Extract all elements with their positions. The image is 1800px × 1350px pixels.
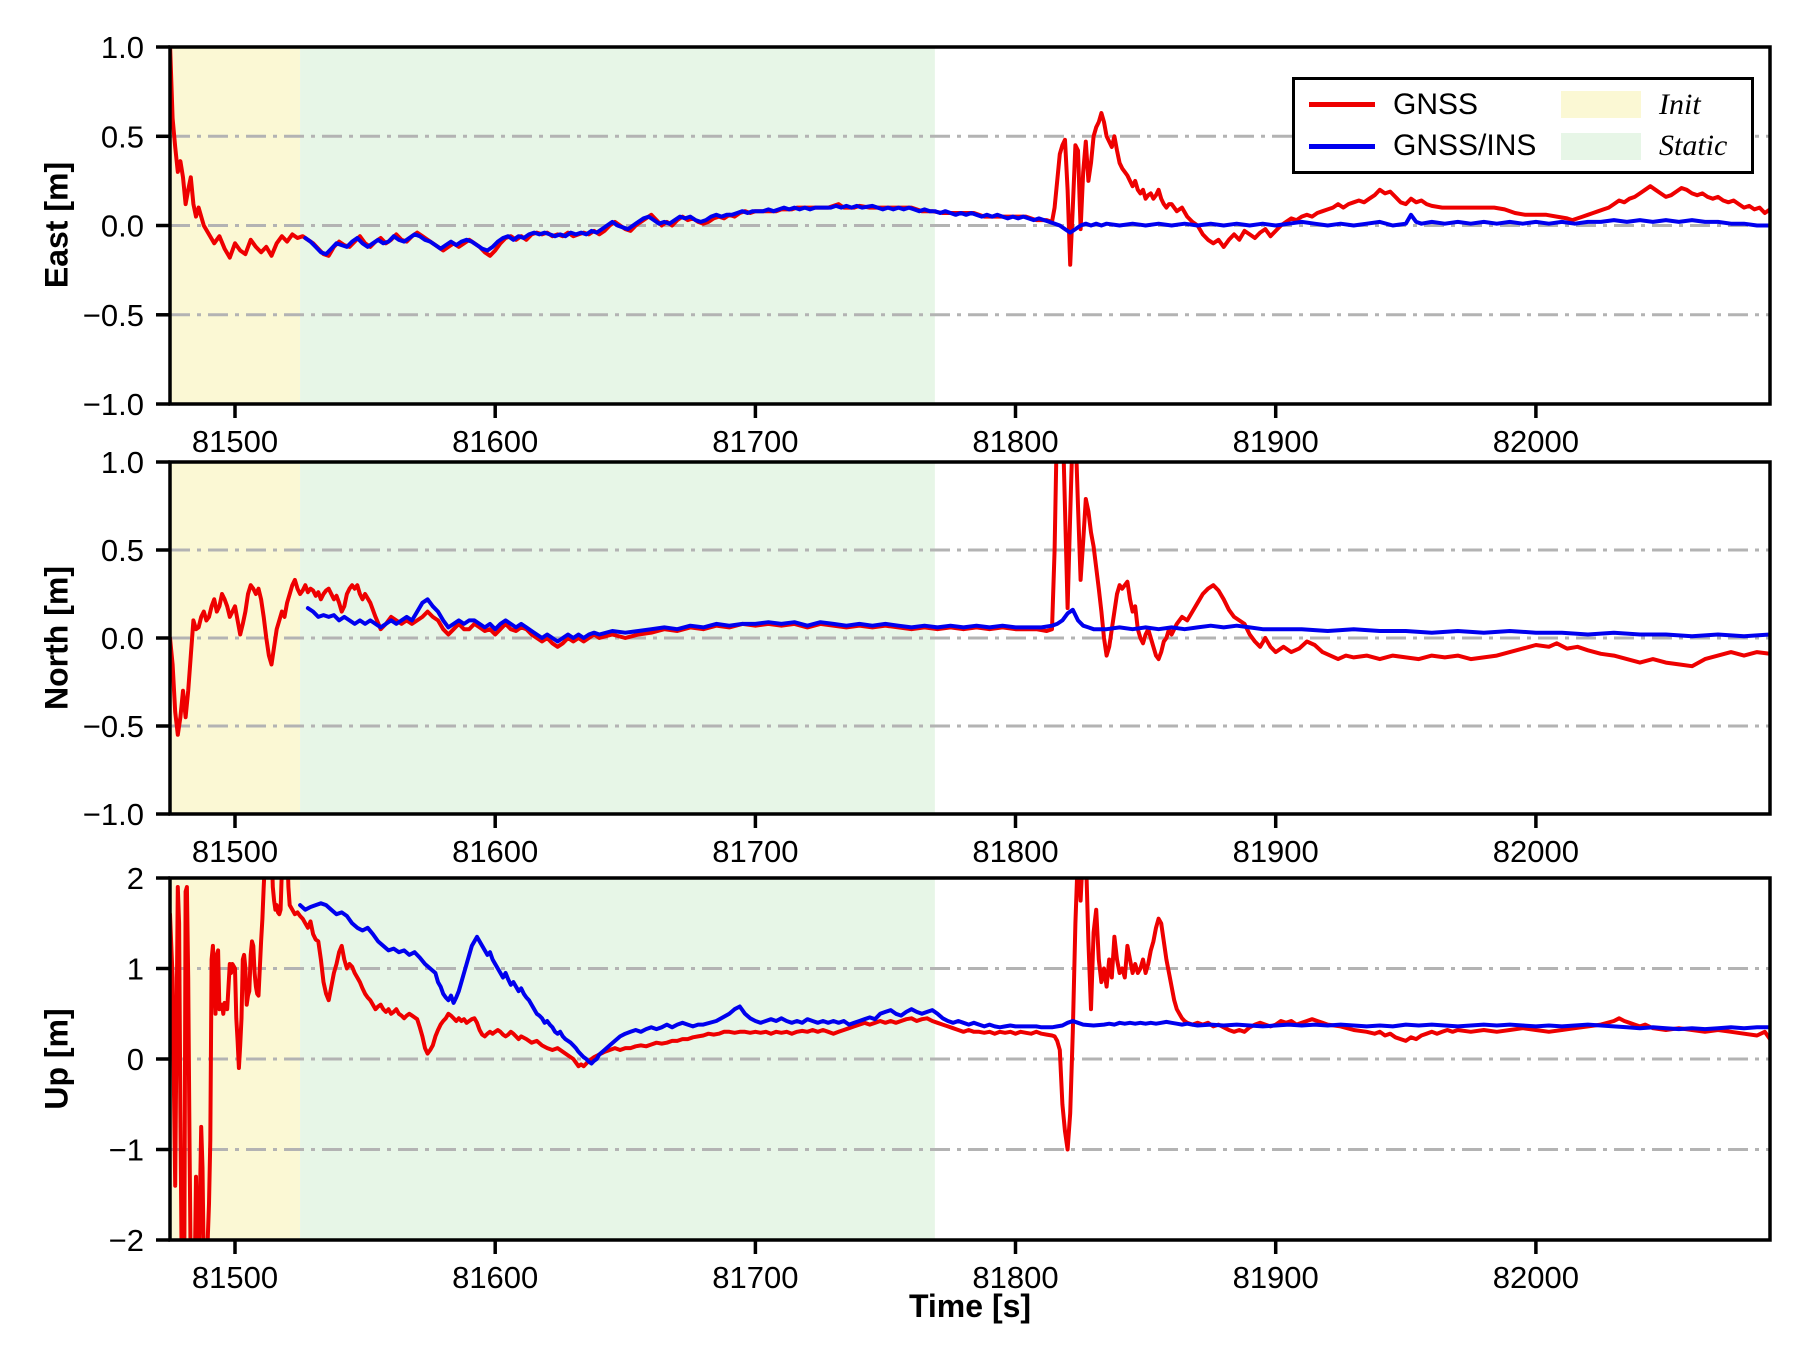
subplot-up: 81500 81600 81700 81800 81900 82000 2 1 0 −1 −2 bbox=[109, 861, 1772, 1295]
init-patch-swatch bbox=[1561, 91, 1641, 119]
x-tick-label: 81700 bbox=[712, 834, 798, 869]
legend-entry-init: Init bbox=[1561, 87, 1745, 121]
x-tick-label: 81800 bbox=[972, 424, 1058, 459]
y-tick-label: −1.0 bbox=[83, 797, 144, 832]
legend-label-gnss: GNSS bbox=[1393, 87, 1479, 121]
y-tick-label: 1 bbox=[127, 952, 144, 987]
y-tick-label: −0.5 bbox=[83, 298, 144, 333]
legend-label-static: Static bbox=[1659, 129, 1728, 163]
static-patch-swatch bbox=[1561, 132, 1641, 160]
x-tick-label: 81500 bbox=[192, 1260, 278, 1295]
y-tick-label: 0.0 bbox=[101, 209, 144, 244]
y-axis-title-north: North [m] bbox=[38, 566, 75, 710]
series-gnss-ins bbox=[305, 597, 1770, 644]
x-tick-label: 81500 bbox=[192, 424, 278, 459]
x-tick-label: 81700 bbox=[712, 424, 798, 459]
legend: GNSS Init GNSS/INS Static bbox=[1292, 77, 1754, 174]
legend-label-init: Init bbox=[1659, 87, 1701, 121]
subplot-north: 81500 81600 81700 81800 81900 82000 1.0 0.5 0.0 −… bbox=[83, 445, 1772, 869]
x-tick-label: 81800 bbox=[972, 834, 1058, 869]
series-gnss bbox=[170, 878, 1770, 1240]
x-tick-label: 81500 bbox=[192, 834, 278, 869]
gnssins-line-swatch bbox=[1309, 143, 1375, 149]
series-gnss-ins bbox=[303, 203, 1770, 257]
y-tick-label: −1.0 bbox=[83, 387, 144, 422]
x-tick-label: 82000 bbox=[1493, 1260, 1579, 1295]
legend-entry-gnssins: GNSS/INS bbox=[1309, 131, 1561, 161]
x-axis-title: Time [s] bbox=[908, 1288, 1032, 1324]
y-axis-title-up: Up [m] bbox=[38, 1008, 75, 1110]
y-tick-label: 2 bbox=[127, 861, 144, 896]
x-tick-label: 81900 bbox=[1233, 424, 1319, 459]
series-gnss-ins bbox=[298, 901, 1770, 1066]
x-tick-label: 81600 bbox=[452, 834, 538, 869]
x-tick-label: 81600 bbox=[452, 1260, 538, 1295]
x-tick-label: 81900 bbox=[1233, 834, 1319, 869]
y-tick-label: 0.0 bbox=[101, 621, 144, 656]
legend-entry-gnss: GNSS bbox=[1309, 87, 1561, 121]
x-tick-label: 82000 bbox=[1493, 834, 1579, 869]
y-tick-label: 1.0 bbox=[101, 30, 144, 65]
subplot-east: 81500 81600 81700 81800 81900 82000 1.0 0.5 0.0 −… bbox=[83, 30, 1772, 459]
y-tick-label: 1.0 bbox=[101, 445, 144, 480]
gnss-line-swatch bbox=[1309, 102, 1375, 108]
y-axis-title-east: East [m] bbox=[38, 161, 75, 289]
y-tick-label: −2 bbox=[109, 1223, 144, 1258]
y-tick-label: 0 bbox=[127, 1042, 144, 1077]
y-tick-label: 0.5 bbox=[101, 533, 144, 568]
legend-label-gnssins: GNSS/INS bbox=[1393, 129, 1537, 163]
x-tick-label: 81900 bbox=[1233, 1260, 1319, 1295]
x-tick-label: 81700 bbox=[712, 1260, 798, 1295]
y-tick-label: −0.5 bbox=[83, 709, 144, 744]
x-tick-label: 81600 bbox=[452, 424, 538, 459]
x-tick-label: 82000 bbox=[1493, 424, 1579, 459]
y-tick-label: 0.5 bbox=[101, 119, 144, 154]
legend-entry-static: Static bbox=[1561, 131, 1745, 161]
y-tick-label: −1 bbox=[109, 1133, 144, 1168]
x-tick-label: 81800 bbox=[972, 1260, 1058, 1295]
